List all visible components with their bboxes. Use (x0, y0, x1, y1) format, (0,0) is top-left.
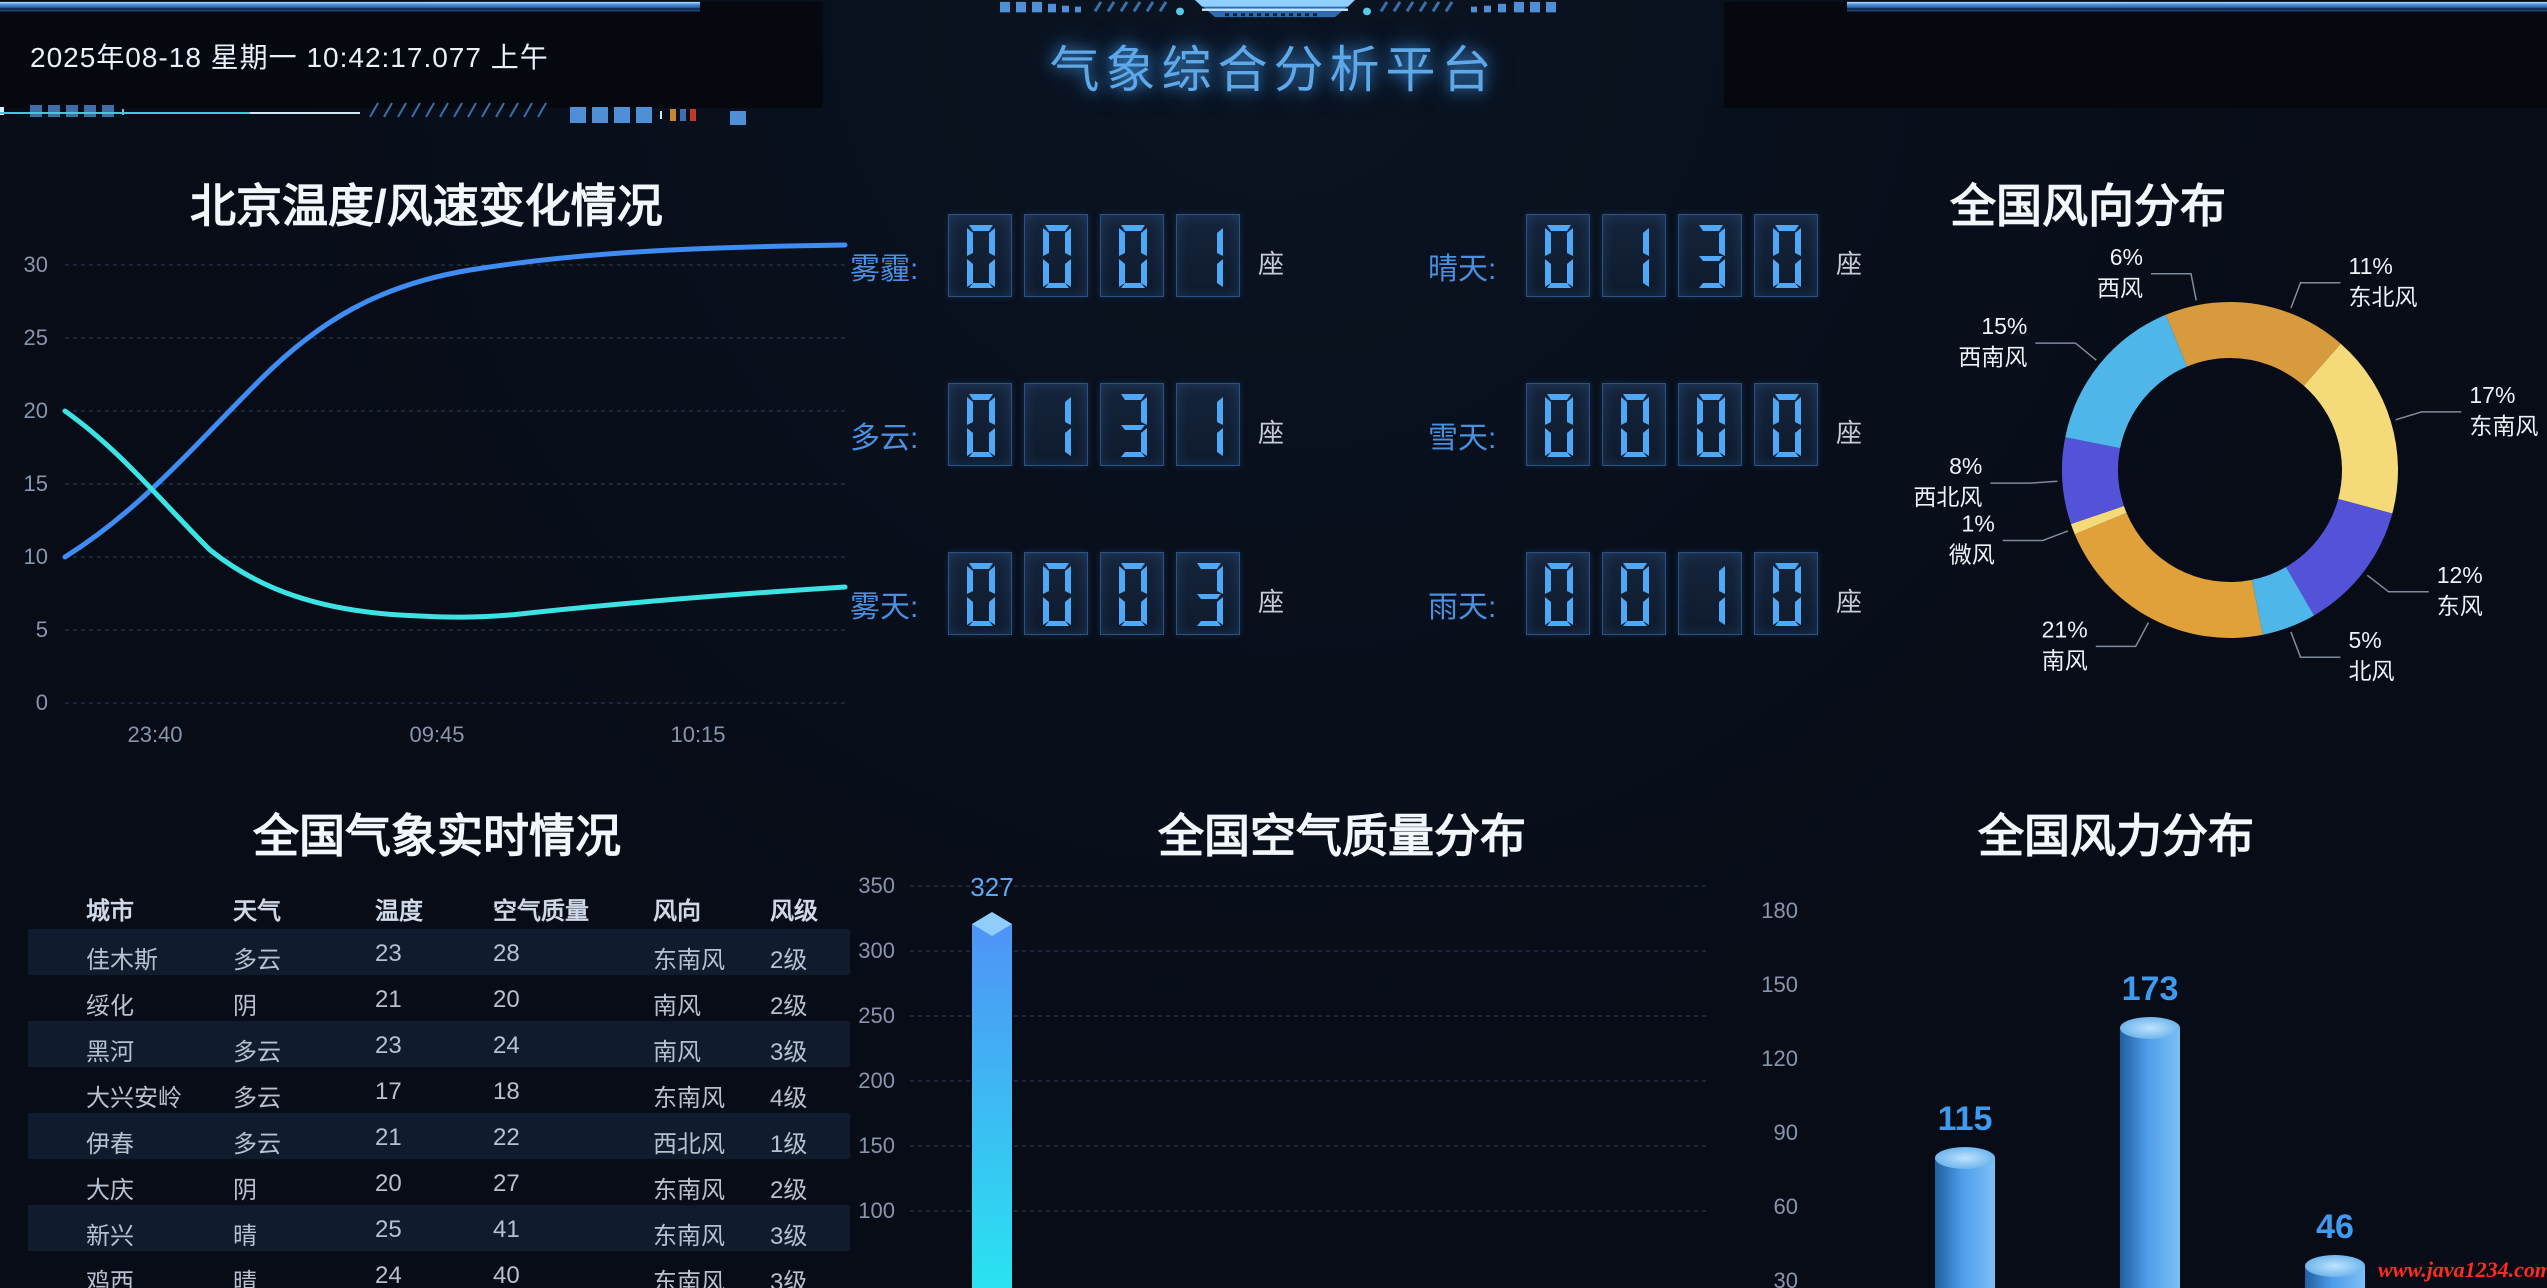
svg-text:10:15: 10:15 (670, 722, 725, 747)
svg-text:200: 200 (858, 1068, 895, 1093)
svg-text:15: 15 (24, 471, 48, 496)
svg-text:327: 327 (970, 872, 1013, 902)
svg-text:09:45: 09:45 (409, 722, 464, 747)
svg-text:30: 30 (24, 252, 48, 277)
svg-text:南风: 南风 (2042, 647, 2088, 673)
svg-text:北风: 北风 (2349, 658, 2395, 684)
svg-text:120: 120 (1761, 1046, 1798, 1071)
svg-text:30: 30 (1774, 1268, 1798, 1288)
svg-text:60: 60 (1774, 1194, 1798, 1219)
svg-text:100: 100 (858, 1198, 895, 1223)
svg-text:20: 20 (24, 398, 48, 423)
svg-text:6%: 6% (2110, 244, 2143, 270)
svg-text:西南风: 西南风 (1958, 344, 2027, 370)
svg-text:1%: 1% (1962, 511, 1995, 537)
svg-text:17%: 17% (2469, 382, 2515, 408)
svg-text:250: 250 (858, 1003, 895, 1028)
svg-text:西北风: 西北风 (1913, 484, 1982, 510)
svg-text:90: 90 (1774, 1120, 1798, 1145)
svg-text:46: 46 (2316, 1208, 2354, 1246)
svg-text:23:40: 23:40 (127, 722, 182, 747)
svg-text:25: 25 (24, 325, 48, 350)
svg-text:150: 150 (1761, 972, 1798, 997)
svg-text:15%: 15% (1981, 313, 2027, 339)
svg-text:0: 0 (36, 690, 48, 715)
svg-text:5: 5 (36, 617, 48, 642)
svg-text:12%: 12% (2437, 562, 2483, 588)
svg-text:300: 300 (858, 938, 895, 963)
svg-text:173: 173 (2122, 970, 2179, 1008)
svg-text:180: 180 (1761, 898, 1798, 923)
svg-text:东风: 东风 (2437, 593, 2483, 619)
svg-text:350: 350 (858, 873, 895, 898)
svg-text:10: 10 (24, 544, 48, 569)
svg-text:微风: 微风 (1949, 542, 1995, 568)
svg-text:115: 115 (1938, 1100, 1993, 1138)
svg-text:东南风: 东南风 (2469, 413, 2538, 439)
svg-text:150: 150 (858, 1133, 895, 1158)
svg-text:21%: 21% (2042, 616, 2088, 642)
svg-text:11%: 11% (2349, 253, 2393, 279)
svg-text:西风: 西风 (2097, 275, 2143, 301)
svg-text:8%: 8% (1949, 453, 1982, 479)
svg-text:东北风: 东北风 (2349, 284, 2418, 310)
svg-text:5%: 5% (2349, 627, 2382, 653)
